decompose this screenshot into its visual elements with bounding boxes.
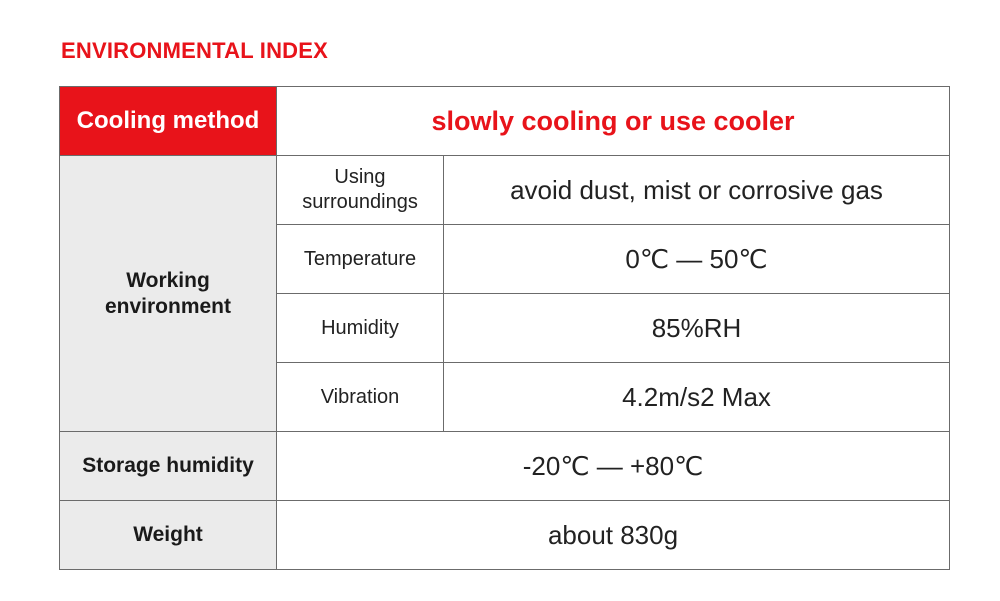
working-environment-label-line2: environment (104, 294, 232, 318)
cooling-method-value: slowly cooling or use cooler (275, 86, 951, 156)
page-title: ENVIRONMENTAL INDEX (61, 38, 329, 63)
storage-humidity-row: Storage humidity -20℃ — +80℃ (59, 431, 951, 501)
cooling-method-label: Cooling method (59, 86, 277, 156)
using-surroundings-row: Working environment Using surroundings a… (59, 155, 951, 432)
vibration-row: Vibration 4.2m/s2 Max (60, 362, 951, 432)
working-environment-label-line1: Working (126, 268, 210, 292)
using-surroundings-value: avoid dust, mist or corrosive gas (442, 155, 951, 225)
weight-value: about 830g (275, 500, 951, 570)
humidity-row: Humidity 85%RH (60, 293, 951, 363)
temperature-row: Temperature 0℃ — 50℃ (60, 224, 951, 294)
temperature-value: 0℃ — 50℃ (442, 224, 951, 294)
humidity-value: 85%RH (442, 293, 951, 363)
storage-humidity-label: Storage humidity (59, 431, 277, 501)
weight-label: Weight (59, 500, 277, 570)
weight-row: Weight about 830g (59, 500, 951, 570)
temperature-label: Temperature (276, 224, 444, 294)
humidity-label: Humidity (276, 293, 444, 363)
vibration-label: Vibration (276, 362, 444, 432)
cooling-method-row: Cooling method slowly cooling or use coo… (59, 86, 951, 156)
storage-humidity-value: -20℃ — +80℃ (275, 431, 951, 501)
using-surroundings-label-line2: surroundings (302, 191, 418, 213)
vibration-value: 4.2m/s2 Max (442, 362, 951, 432)
using-surroundings-label-line1: Using (334, 166, 386, 188)
using-surroundings-label: Using surroundings (276, 155, 444, 225)
working-environment-label: Working environment (59, 155, 277, 432)
environment-spec-table: Cooling method slowly cooling or use coo… (59, 86, 951, 570)
